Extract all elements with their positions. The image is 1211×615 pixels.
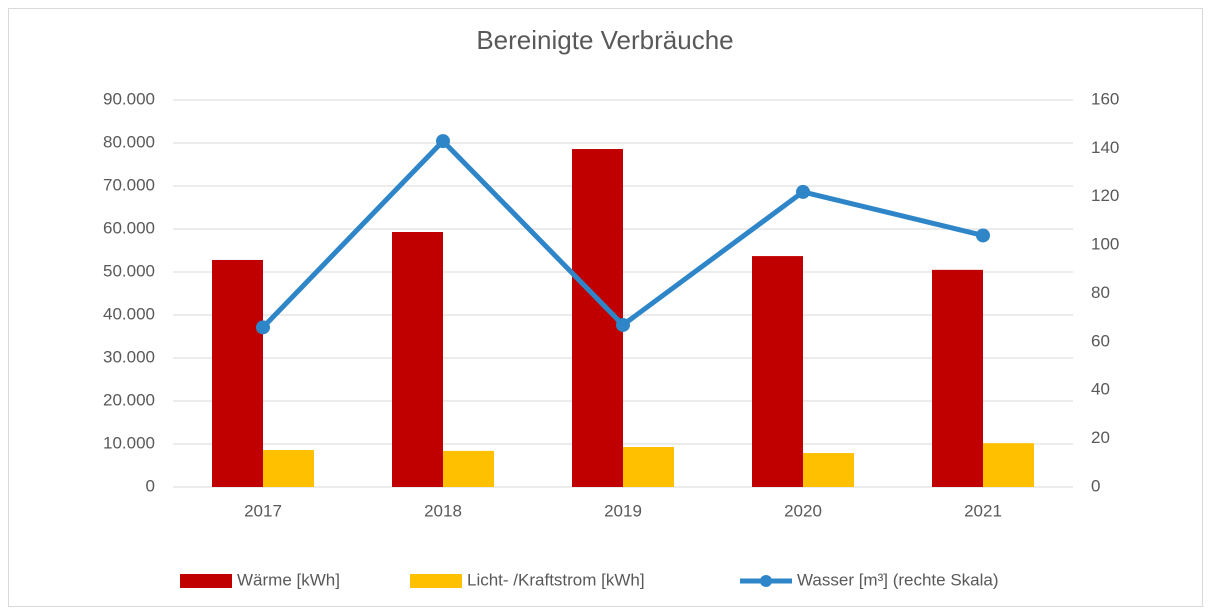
y-tick-label: 20.000	[103, 390, 155, 409]
legend-label: Wärme [kWh]	[237, 570, 340, 589]
y2-tick-label: 40	[1091, 380, 1110, 399]
y2-tick-label: 100	[1091, 235, 1119, 254]
bar	[752, 256, 803, 487]
y2-tick-label: 140	[1091, 138, 1119, 157]
y-tick-label: 70.000	[103, 175, 155, 194]
x-tick-label: 2021	[964, 501, 1002, 520]
line-point	[616, 317, 630, 332]
y2-tick-label: 0	[1091, 476, 1100, 495]
bar	[212, 259, 263, 487]
chart-title: Bereinigte Verbräuche	[476, 25, 733, 55]
bar	[623, 447, 674, 487]
y2-tick-label: 160	[1091, 89, 1119, 108]
y-tick-label: 30.000	[103, 347, 155, 366]
x-tick-label: 2019	[604, 501, 642, 520]
y-tick-label: 40.000	[103, 304, 155, 323]
bar	[392, 232, 443, 487]
y-tick-label: 0	[146, 476, 155, 495]
legend-swatch-point	[760, 575, 772, 587]
y2-tick-label: 20	[1091, 428, 1110, 447]
bar	[932, 269, 983, 487]
bar	[803, 453, 854, 487]
legend-swatch	[410, 574, 462, 588]
line-point	[796, 184, 810, 199]
y-tick-label: 80.000	[103, 132, 155, 151]
bar	[443, 450, 494, 487]
legend-label: Wasser [m³] (rechte Skala)	[797, 570, 999, 589]
y2-tick-label: 120	[1091, 186, 1119, 205]
y2-tick-label: 60	[1091, 331, 1110, 350]
y-tick-label: 60.000	[103, 218, 155, 237]
x-tick-label: 2017	[244, 501, 282, 520]
line-point	[256, 320, 270, 335]
legend-swatch	[180, 574, 232, 588]
y-tick-label: 90.000	[103, 89, 155, 108]
line-point	[436, 134, 450, 149]
legend-label: Licht- /Kraftstrom [kWh]	[467, 570, 645, 589]
x-tick-label: 2020	[784, 501, 822, 520]
y-tick-label: 50.000	[103, 261, 155, 280]
x-tick-label: 2018	[424, 501, 462, 520]
y-tick-label: 10.000	[103, 433, 155, 452]
line-point	[976, 228, 990, 243]
bar	[263, 450, 314, 487]
y2-tick-label: 80	[1091, 283, 1110, 302]
bar	[983, 443, 1034, 487]
